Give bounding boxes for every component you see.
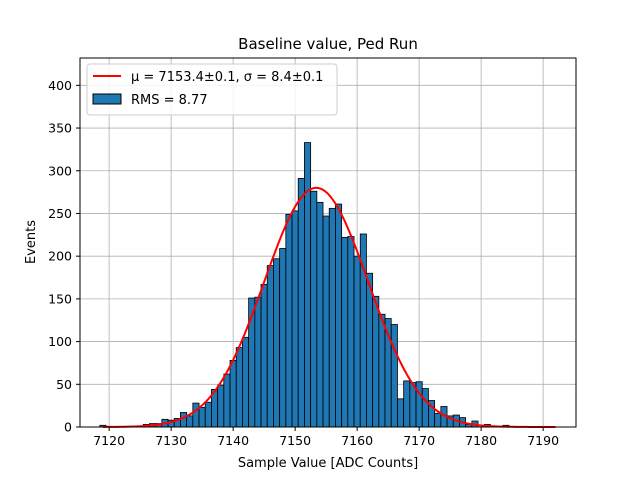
y-axis: 0 50 100 150 200 250 300 350 400 bbox=[48, 78, 80, 435]
y-tick-label: 100 bbox=[48, 334, 72, 349]
y-tick-label: 150 bbox=[48, 291, 72, 306]
histogram-bar bbox=[341, 236, 349, 428]
histogram-bar bbox=[310, 190, 318, 428]
histogram-bar bbox=[254, 296, 262, 428]
histogram-bar bbox=[304, 142, 312, 428]
histogram-bar bbox=[322, 215, 330, 428]
histogram-bar bbox=[260, 283, 268, 428]
histogram-bar bbox=[378, 313, 386, 428]
y-tick-label: 0 bbox=[64, 420, 72, 435]
histogram-bar bbox=[291, 210, 299, 428]
histogram-bar bbox=[397, 398, 405, 428]
y-axis-label: Events bbox=[24, 220, 39, 264]
histogram-bar bbox=[229, 359, 237, 428]
histogram-bar bbox=[242, 336, 250, 428]
plot-frame bbox=[79, 57, 577, 428]
histogram-bar bbox=[421, 388, 429, 428]
y-tick-label: 50 bbox=[56, 377, 72, 392]
legend-rms-label: RMS = 8.77 bbox=[131, 93, 208, 108]
histogram-bar bbox=[366, 272, 374, 428]
histogram-bar bbox=[266, 265, 274, 428]
histogram-bar bbox=[297, 178, 305, 428]
y-tick-label: 300 bbox=[48, 163, 72, 178]
histogram-bar bbox=[335, 203, 343, 428]
legend-fit-label: μ = 7153.4±0.1, σ = 8.4±0.1 bbox=[131, 70, 323, 85]
histogram-bar bbox=[347, 236, 355, 428]
gaussian-fit-curve bbox=[102, 186, 556, 428]
legend-box bbox=[86, 63, 338, 116]
histogram-bar bbox=[180, 412, 188, 428]
histogram-bar bbox=[192, 402, 200, 428]
histogram-bar bbox=[204, 401, 212, 428]
histogram-bar bbox=[273, 258, 281, 428]
x-tick-label: 7130 bbox=[155, 433, 187, 448]
x-tick-label: 7180 bbox=[465, 433, 497, 448]
bars bbox=[99, 142, 510, 428]
x-tick-label: 7150 bbox=[279, 433, 311, 448]
histogram-bar bbox=[390, 324, 398, 428]
y-tick-label: 350 bbox=[48, 121, 72, 136]
chart-title: Baseline value, Ped Run bbox=[238, 35, 418, 53]
histogram-bar bbox=[434, 412, 442, 428]
x-tick-label: 7190 bbox=[527, 433, 559, 448]
histogram-bar bbox=[285, 213, 293, 428]
histogram-bar bbox=[235, 347, 243, 428]
y-tick-label: 250 bbox=[48, 206, 72, 221]
histogram-bar bbox=[403, 380, 411, 428]
y-tick-label: 400 bbox=[48, 78, 72, 93]
x-tick-label: 7160 bbox=[341, 433, 373, 448]
histogram-bar bbox=[223, 373, 231, 428]
y-tick-label: 200 bbox=[48, 249, 72, 264]
histogram-bar bbox=[279, 248, 287, 428]
legend: μ = 7153.4±0.1, σ = 8.4±0.1 RMS = 8.77 bbox=[86, 63, 338, 116]
x-tick-label: 7120 bbox=[93, 433, 125, 448]
x-tick-label: 7140 bbox=[217, 433, 249, 448]
histogram-bar bbox=[328, 207, 336, 428]
x-axis-label: Sample Value [ADC Counts] bbox=[238, 456, 418, 471]
x-axis: 7120 7130 7140 7150 7160 7170 7180 7190 bbox=[93, 427, 559, 448]
histogram-bar bbox=[353, 255, 361, 428]
histogram-bar bbox=[316, 201, 324, 428]
histogram-bar bbox=[372, 295, 380, 428]
histogram-bar bbox=[186, 415, 194, 428]
histogram-bar bbox=[198, 406, 206, 428]
x-tick-label: 7170 bbox=[403, 433, 435, 448]
histogram-bar bbox=[217, 384, 225, 428]
legend-rms-swatch bbox=[92, 93, 122, 105]
